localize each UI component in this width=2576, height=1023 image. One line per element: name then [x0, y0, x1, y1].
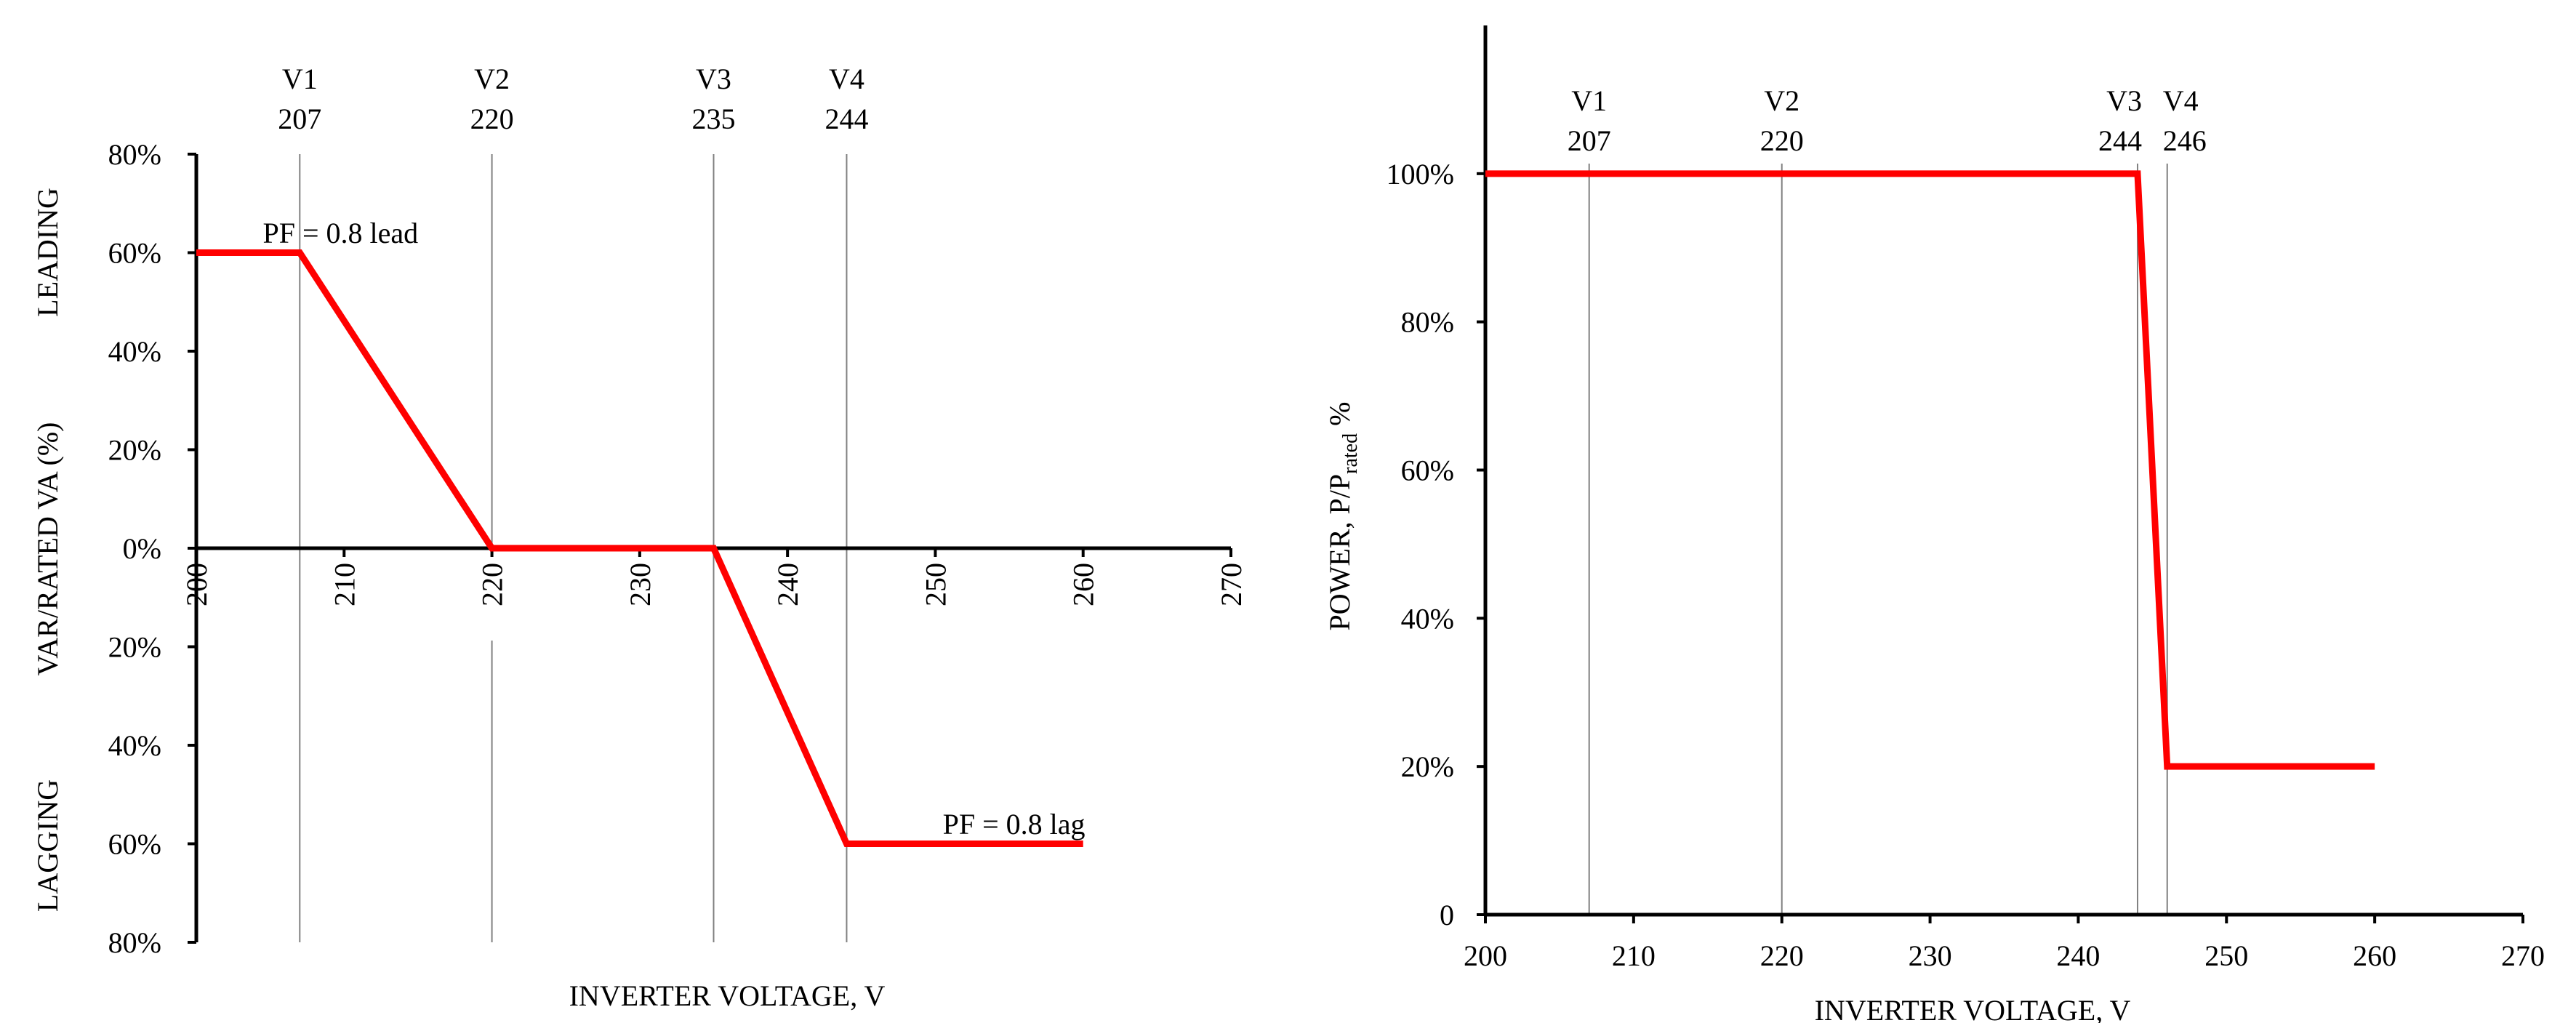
marker-name-v1: V1	[1571, 84, 1607, 117]
axes	[1477, 25, 2524, 923]
x-tick-label: 270	[1215, 563, 1248, 606]
series-line	[196, 249, 1083, 847]
y-tick-label: 40%	[108, 335, 161, 368]
marker-value-v4: 244	[824, 103, 868, 135]
voltage-marker-labels: V1 207 V2 220 V3 235 V4 244	[278, 63, 868, 135]
y-tick-label: 20%	[108, 434, 161, 467]
x-axis-label: INVERTER VOLTAGE, V	[569, 979, 886, 1012]
y-axis-label-main: POWER, P/P	[1323, 474, 1356, 631]
x-tick-label: 210	[1612, 939, 1656, 972]
y-tick-label: 0%	[123, 532, 161, 565]
x-tick-label: 220	[1760, 939, 1804, 972]
y-tick-label: 80%	[1401, 306, 1454, 339]
x-tick-label: 240	[2056, 939, 2100, 972]
x-tick-label: 220	[476, 563, 509, 606]
marker-name-v2: V2	[1764, 84, 1799, 117]
y-tick-label: 60%	[108, 828, 161, 861]
volt-watt-chart: 0 20% 40% 60% 80% 100% 200 210 220 230 240 250 260 27…	[1323, 25, 2545, 1023]
voltage-marker-lines	[1588, 164, 2168, 915]
x-tick-label: 230	[624, 563, 657, 606]
marker-name-v2: V2	[474, 63, 510, 95]
y-tick-label: 20%	[1401, 750, 1454, 783]
y-tick-label: 80%	[108, 138, 161, 171]
x-tick-label: 260	[2353, 939, 2396, 972]
marker-value-v1: 207	[1568, 124, 1611, 157]
tick-labels: 0 20% 40% 60% 80% 100% 200 210 220 230 240 250 260 27…	[1387, 158, 2545, 972]
y-tick-label: 60%	[1401, 454, 1454, 487]
y-tick-label: 20%	[108, 631, 161, 664]
marker-value-v2: 220	[1760, 124, 1804, 157]
series	[1485, 170, 2375, 770]
y-axis-label-leading: LEADING	[31, 188, 64, 317]
marker-value-v2: 220	[470, 103, 514, 135]
y-tick-label: 80%	[108, 926, 161, 959]
marker-value-v3: 244	[2098, 124, 2142, 157]
marker-name-v3: V3	[696, 63, 731, 95]
x-tick-label: 260	[1067, 563, 1100, 606]
marker-value-v1: 207	[278, 103, 321, 135]
x-tick-label: 250	[919, 563, 952, 606]
x-tick-label: 270	[2501, 939, 2545, 972]
marker-gap	[487, 557, 497, 641]
y-tick-label: 40%	[1401, 602, 1454, 635]
x-tick-label: 200	[180, 563, 213, 606]
y-tick-label: 40%	[108, 729, 161, 762]
y-tick-label: 60%	[108, 237, 161, 270]
series-line	[1485, 170, 2375, 770]
x-tick-label: 210	[328, 563, 361, 606]
y-axis-label-tail: %	[1323, 402, 1356, 433]
x-tick-label: 230	[1909, 939, 1952, 972]
y-axis-label: VAR/RATED VA (%)	[31, 422, 64, 676]
annotations: PF = 0.8 lead PF = 0.8 lag	[262, 217, 1085, 841]
marker-value-v4: 246	[2163, 124, 2207, 157]
marker-name-v4: V4	[2163, 84, 2199, 117]
annotation-label: PF = 0.8 lag	[943, 808, 1086, 841]
y-axis-label: POWER, P/Prated %	[1323, 402, 1362, 631]
marker-value-v3: 235	[692, 103, 736, 135]
volt-var-chart: 80% 60% 40% 20% 0% 20% 40% 60% 80% 200 210 220 230 24…	[31, 63, 1248, 1012]
y-tick-label: 100%	[1387, 158, 1454, 190]
series	[196, 249, 1083, 847]
x-tick-label: 200	[1464, 939, 1507, 972]
x-tick-label: 250	[2204, 939, 2248, 972]
voltage-marker-labels: V1 207 V2 220 V3 244 V4 246	[1568, 84, 2207, 157]
x-axis-label: INVERTER VOLTAGE, V	[1815, 994, 2131, 1023]
tick-labels: 80% 60% 40% 20% 0% 20% 40% 60% 80% 200 210 220 230 24…	[108, 138, 1248, 959]
marker-name-v1: V1	[282, 63, 318, 95]
y-axis-label-lagging: LAGGING	[31, 779, 64, 912]
marker-name-v4: V4	[829, 63, 864, 95]
y-axis-label-subscript: rated	[1339, 433, 1362, 474]
y-tick-label: 0	[1440, 899, 1454, 931]
marker-name-v3: V3	[2106, 84, 2142, 117]
annotation-label: PF = 0.8 lead	[262, 217, 418, 249]
x-tick-label: 240	[771, 563, 804, 606]
